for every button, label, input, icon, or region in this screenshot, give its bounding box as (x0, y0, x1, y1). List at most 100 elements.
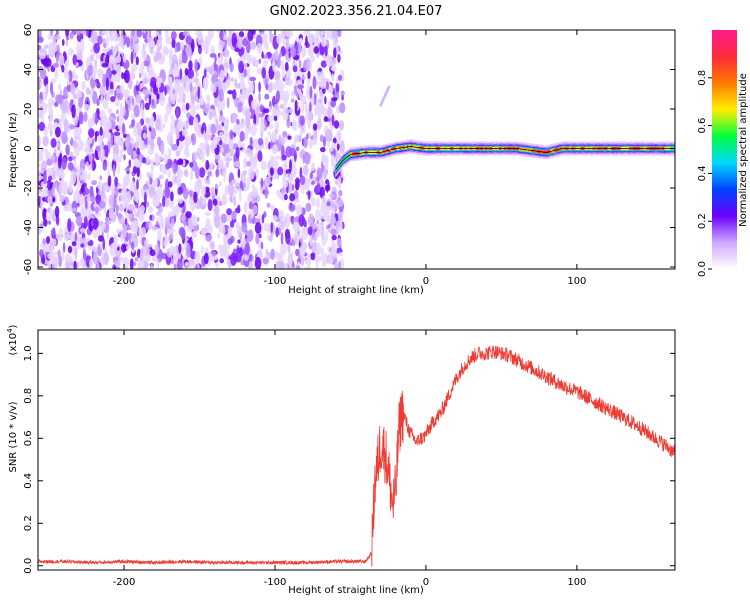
spectrogram-noise-blob (46, 158, 53, 166)
spectrogram-noise-blob (321, 195, 325, 202)
spectrogram-noise-blob (244, 242, 251, 256)
spectrogram-noise-blob (309, 141, 312, 147)
spectrogram-noise-blob (233, 160, 240, 168)
spectrogram-noise-blob (52, 197, 56, 203)
spectrogram-noise-blob (48, 41, 54, 52)
spectrogram-noise-blob (69, 32, 74, 39)
spectrogram-noise-blob (255, 168, 259, 178)
spectrogram-noise-blob (48, 50, 55, 56)
spectrogram-noise-blob (68, 180, 73, 193)
spectrogram-noise-blob (149, 47, 154, 54)
spectrogram-x-tick-label: -100 (264, 276, 287, 287)
spectrogram-noise-blob (105, 119, 112, 130)
spectrogram-noise-blob (255, 233, 260, 245)
spectrogram-noise-blob (135, 56, 139, 66)
spectrogram-noise-blob (82, 170, 88, 183)
spectrogram-noise-blob (302, 164, 309, 176)
spectrogram-noise-blob (316, 219, 319, 226)
spectrogram-noise-blob (65, 38, 69, 47)
spectrogram-noise-blob (262, 54, 269, 59)
spectrogram-noise-blob (150, 264, 154, 269)
spectrogram-noise-blob (129, 258, 134, 269)
spectrogram-noise-blob (288, 257, 293, 262)
spectrogram-noise-blob (92, 245, 97, 253)
spectrogram-noise-blob (337, 74, 343, 81)
spectrogram-noise-blob (322, 107, 329, 117)
spectrogram-noise-blob (302, 128, 306, 134)
spectrogram-noise-blob (150, 170, 154, 179)
spectrogram-noise-blob (38, 76, 42, 91)
snr-x-tick-label: 0 (423, 577, 429, 588)
spectrogram-noise-blob (207, 199, 213, 211)
spectrogram-noise-blob (213, 81, 221, 87)
spectrogram-noise-blob (337, 175, 342, 190)
spectrogram-noise-blob (299, 37, 303, 43)
spectrogram-noise-blob (284, 193, 288, 201)
spectrogram-noise-blob (338, 212, 343, 222)
spectrogram-noise-blob (238, 93, 243, 100)
spectrogram-noise-blob (339, 102, 346, 114)
spectrogram-noise-blob (291, 98, 295, 103)
spectrogram-noise-blob (326, 205, 330, 215)
spectrogram-noise-blob (82, 206, 87, 214)
spectrogram-noise-region (38, 30, 346, 269)
spectrogram-noise-blob (263, 59, 267, 70)
spectrogram-noise-blob (269, 155, 276, 168)
spectrogram-noise-blob (149, 115, 155, 129)
spectrogram-noise-blob (191, 133, 197, 146)
spectrogram-noise-blob (262, 257, 270, 265)
spectrogram-noise-blob (275, 155, 282, 160)
spectrogram-noise-blob (144, 102, 150, 111)
spectrogram-noise-blob (219, 160, 225, 169)
spectrogram-noise-blob (193, 191, 198, 204)
spectrogram-noise-blob (312, 222, 317, 230)
spectrogram-noise-blob (217, 232, 220, 239)
spectrogram-noise-blob (309, 235, 313, 247)
spectrogram-noise-blob (340, 90, 345, 96)
spectrogram-noise-blob (95, 206, 99, 214)
spectrogram-noise-blob (176, 137, 180, 147)
spectrogram-noise-blob (227, 36, 232, 47)
spectrogram-noise-blob (64, 99, 69, 112)
snr-panel: -200 -100 0 100 0.0 0.2 0.4 0.6 0.8 1.0 Height o… (6, 324, 676, 596)
spectrogram-noise-blob (122, 54, 127, 64)
spectrogram-noise-blob (254, 222, 262, 234)
spectrogram-noise-blob (176, 175, 180, 185)
spectrogram-noise-blob (90, 195, 97, 202)
spectrogram-noise-blob (73, 158, 77, 168)
spectrogram-noise-blob (128, 159, 132, 168)
spectrogram-noise-blob (117, 162, 120, 176)
spectrogram-noise-blob (61, 157, 67, 170)
spectrogram-noise-blob (181, 247, 185, 253)
spectrogram-noise-blob (140, 186, 144, 198)
spectrogram-noise-blob (272, 59, 276, 72)
spectrogram-noise-blob (252, 56, 256, 62)
spectrogram-noise-blob (312, 123, 318, 131)
spectrogram-noise-blob (183, 169, 189, 177)
spectrogram-x-tick-label: -200 (113, 276, 136, 287)
spectrogram-noise-blob (89, 185, 94, 198)
spectrogram-noise-blob (278, 194, 285, 200)
spectrogram-noise-blob (199, 167, 206, 178)
spectrogram-noise-blob (67, 245, 73, 254)
spectrogram-noise-blob (198, 97, 205, 106)
spectrogram-noise-blob (244, 229, 248, 236)
spectrogram-noise-blob (40, 81, 43, 88)
spectrogram-noise-blob (238, 60, 245, 74)
spectrogram-noise-blob (289, 193, 295, 202)
spectrogram-noise-blob (258, 58, 262, 64)
spectrogram-noise-blob (316, 182, 321, 193)
spectrogram-noise-blob (333, 47, 337, 59)
spectrogram-noise-blob (182, 75, 187, 84)
spectrogram-noise-blob (295, 146, 300, 152)
spectrogram-noise-blob (330, 200, 335, 210)
spectrogram-noise-blob (336, 143, 340, 151)
spectrogram-noise-blob (223, 48, 230, 58)
spectrogram-noise-blob (71, 104, 76, 119)
spectrogram-noise-blob (75, 62, 79, 67)
snr-y-tick-label: 0.2 (23, 515, 34, 531)
spectrogram-noise-blob (42, 208, 47, 221)
spectrogram-noise-blob (52, 238, 57, 246)
spectrogram-noise-blob (291, 90, 296, 98)
